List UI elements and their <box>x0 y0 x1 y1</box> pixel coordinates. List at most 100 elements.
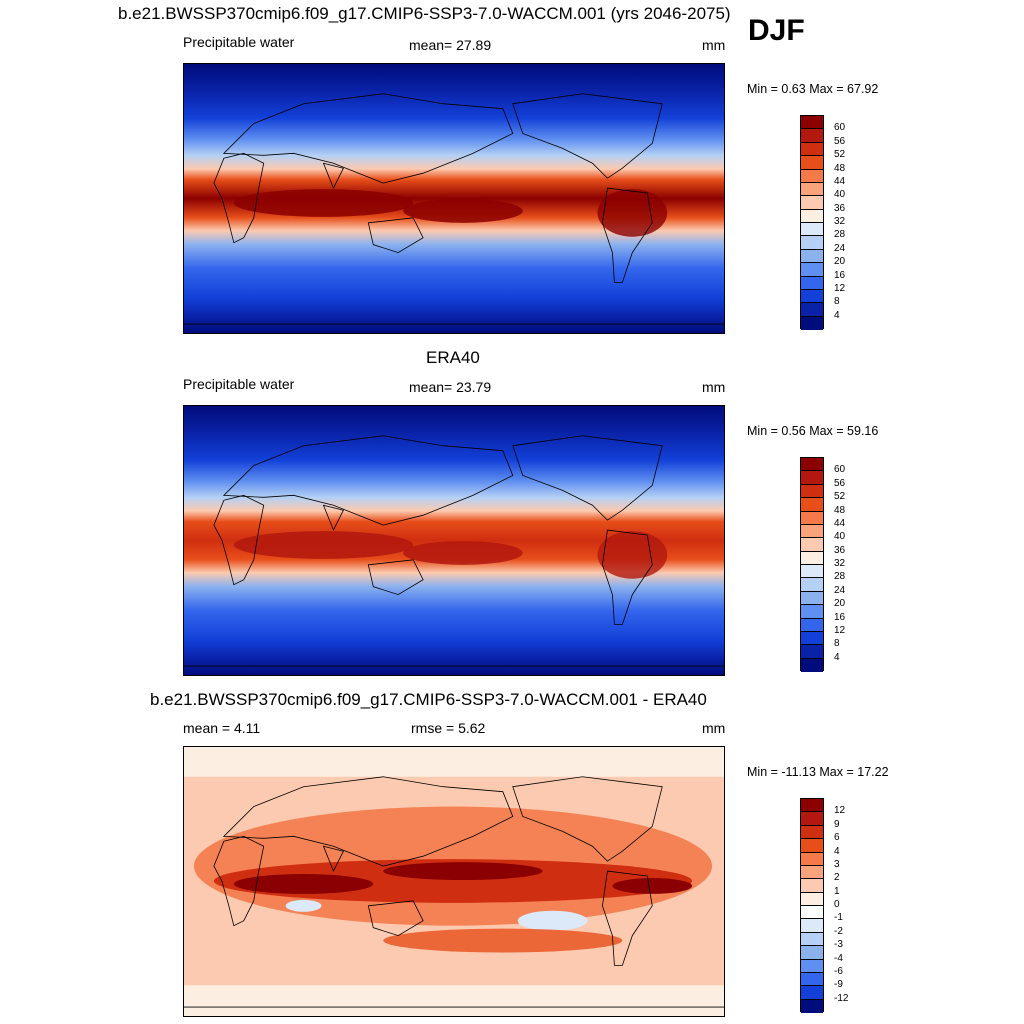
colorbar-swatch <box>801 484 823 499</box>
colorbar-swatch <box>801 303 823 317</box>
panel3-map <box>183 746 725 1017</box>
colorbar-tick-label: 40 <box>834 531 846 543</box>
colorbar-swatch <box>801 169 823 183</box>
colorbar-swatch <box>801 316 823 330</box>
colorbar-swatch <box>801 618 823 632</box>
colorbar-tick-label: 9 <box>834 818 840 830</box>
colorbar-tick-label: 40 <box>834 189 846 201</box>
colorbar-tick-label: 1 <box>834 885 840 897</box>
colorbar-swatch <box>801 209 823 223</box>
colorbar-swatch <box>801 289 823 304</box>
colorbar-tick-label: 16 <box>834 611 846 623</box>
colorbar-swatch <box>801 182 823 197</box>
panel1-mean-label: mean= 27.89 <box>409 37 492 53</box>
panel3-colorbar <box>800 798 824 1013</box>
colorbar-swatch <box>801 658 823 672</box>
colorbar-swatch <box>801 906 823 920</box>
colorbar-tick-label: 2 <box>834 872 840 884</box>
colorbar-swatch <box>801 498 823 512</box>
season-label: DJF <box>748 14 805 47</box>
colorbar-tick-label: 60 <box>834 122 846 134</box>
colorbar-tick-label: 20 <box>834 598 846 610</box>
panel1-field <box>184 64 724 333</box>
colorbar-swatch <box>801 551 823 565</box>
colorbar-tick-label: 60 <box>834 464 846 476</box>
colorbar-tick-label: -3 <box>834 939 843 951</box>
colorbar-swatch <box>801 511 823 525</box>
panel3-mean-label: mean = 4.11 <box>183 720 261 736</box>
colorbar-swatch <box>801 645 823 659</box>
colorbar-tick-label: 48 <box>834 504 846 516</box>
colorbar-swatch <box>801 263 823 277</box>
colorbar-swatch <box>801 116 823 130</box>
colorbar-tick-label: 56 <box>834 477 846 489</box>
panel2-mean-label: mean= 23.79 <box>409 379 492 395</box>
colorbar-swatch <box>801 249 823 264</box>
colorbar-tick-label: 12 <box>834 624 846 636</box>
colorbar-tick-label: 8 <box>834 638 840 650</box>
colorbar-swatch <box>801 605 823 619</box>
colorbar-swatch <box>801 578 823 592</box>
colorbar-tick-label: 36 <box>834 544 846 556</box>
colorbar-tick-label: 4 <box>834 845 840 857</box>
colorbar-swatch <box>801 631 823 646</box>
colorbar-tick-label: 4 <box>834 651 840 663</box>
colorbar-tick-label: 3 <box>834 858 840 870</box>
colorbar-swatch <box>801 236 823 250</box>
colorbar-swatch <box>801 129 823 143</box>
panel1-title: b.e21.BWSSP370cmip6.f09_g17.CMIP6-SSP3-7… <box>118 4 731 23</box>
panel2-colorbar <box>800 457 824 672</box>
colorbar-tick-label: -4 <box>834 952 843 964</box>
colorbar-swatch <box>801 986 823 1000</box>
colorbar-swatch <box>801 799 823 813</box>
colorbar-swatch <box>801 276 823 290</box>
colorbar-swatch <box>801 471 823 485</box>
panel1-variable-label: Precipitable water <box>183 34 295 50</box>
colorbar-tick-label: 6 <box>834 832 840 844</box>
panel1-colorbar <box>800 115 824 330</box>
panel3-minmax: Min = -11.13 Max = 17.22 <box>747 765 889 779</box>
colorbar-tick-label: 8 <box>834 296 840 308</box>
colorbar-tick-label: 24 <box>834 242 846 254</box>
colorbar-swatch <box>801 999 823 1013</box>
colorbar-swatch <box>801 919 823 933</box>
colorbar-swatch <box>801 591 823 606</box>
colorbar-tick-label: -2 <box>834 925 843 937</box>
colorbar-swatch <box>801 142 823 157</box>
colorbar-swatch <box>801 825 823 840</box>
colorbar-tick-label: 4 <box>834 309 840 321</box>
colorbar-tick-label: 20 <box>834 256 846 268</box>
panel3-units: mm <box>702 720 726 736</box>
panel2-map <box>183 405 725 676</box>
colorbar-tick-label: 52 <box>834 149 846 161</box>
panel1-minmax: Min = 0.63 Max = 67.92 <box>747 82 879 96</box>
colorbar-tick-label: 32 <box>834 558 846 569</box>
colorbar-swatch <box>801 972 823 987</box>
colorbar-swatch <box>801 839 823 853</box>
colorbar-swatch <box>801 932 823 947</box>
colorbar-swatch <box>801 865 823 880</box>
colorbar-swatch <box>801 892 823 906</box>
colorbar-swatch <box>801 458 823 472</box>
colorbar-tick-label: 52 <box>834 491 846 503</box>
panel1-map <box>183 63 725 334</box>
colorbar-swatch <box>801 852 823 866</box>
panel2-title: ERA40 <box>426 348 480 367</box>
colorbar-swatch <box>801 946 823 960</box>
panel2-variable-label: Precipitable water <box>183 376 295 392</box>
colorbar-tick-label: -9 <box>834 979 843 991</box>
colorbar-tick-label: 44 <box>834 517 846 529</box>
colorbar-tick-label: 32 <box>834 216 846 227</box>
colorbar-swatch <box>801 223 823 237</box>
colorbar-tick-label: 36 <box>834 202 846 214</box>
colorbar-swatch <box>801 879 823 893</box>
panel3-title: b.e21.BWSSP370cmip6.f09_g17.CMIP6-SSP3-7… <box>150 690 707 709</box>
colorbar-swatch <box>801 196 823 210</box>
colorbar-tick-label: -1 <box>834 912 843 924</box>
colorbar-tick-label: 56 <box>834 135 846 147</box>
panel2-field <box>184 406 724 675</box>
colorbar-swatch <box>801 565 823 579</box>
colorbar-tick-label: 16 <box>834 269 846 281</box>
colorbar-swatch <box>801 959 823 973</box>
colorbar-tick-label: 48 <box>834 162 846 174</box>
